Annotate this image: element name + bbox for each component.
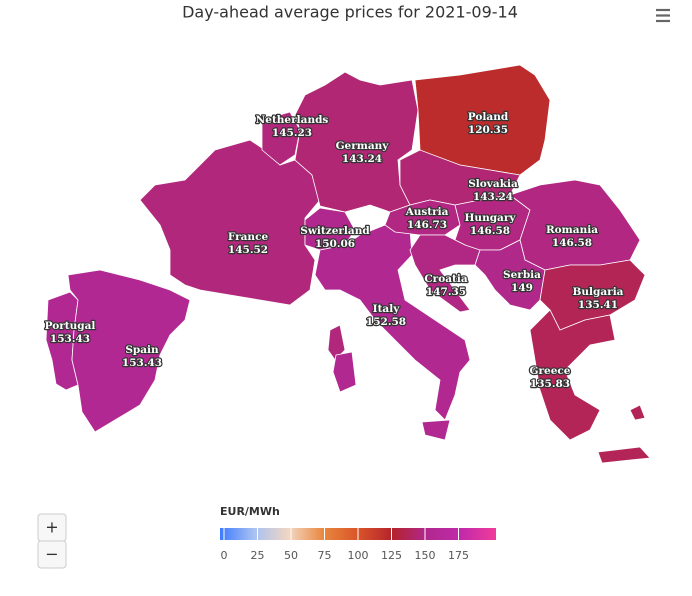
region-shape — [294, 71, 419, 213]
zoom-out-button[interactable]: − — [37, 540, 67, 569]
region-value: 146.58 — [552, 237, 592, 249]
color-tick-label: 0 — [221, 549, 228, 562]
region-shape — [474, 239, 546, 311]
color-tick-label: 175 — [448, 549, 469, 562]
region-value: 145.52 — [228, 244, 268, 256]
region-shape — [67, 269, 191, 433]
legend-title: EUR/MWh — [220, 505, 280, 518]
region-shape — [409, 234, 481, 313]
region-value: 150.06 — [315, 238, 355, 250]
region-value: 153.43 — [122, 357, 162, 369]
region-value: 153.43 — [50, 333, 90, 345]
zoom-in-button[interactable]: + — [37, 513, 67, 542]
region-shape — [384, 199, 461, 236]
region-name: Portugal — [45, 320, 96, 332]
chart-title: Day-ahead average prices for 2021-09-14 — [182, 3, 518, 22]
region-value: 147.35 — [426, 286, 466, 298]
menu-button[interactable] — [650, 4, 676, 28]
region-name: Slovakia — [468, 178, 518, 190]
region-name: Romania — [546, 224, 598, 236]
zoom-in-label: + — [45, 518, 58, 537]
region-name: Italy — [373, 303, 401, 315]
zoom-out-label: − — [45, 545, 58, 564]
region-name: Germany — [336, 140, 390, 152]
region-value: 146.73 — [407, 219, 447, 231]
region-name: Bulgaria — [573, 286, 624, 298]
region-value: 143.24 — [473, 191, 513, 203]
region-shape — [304, 207, 356, 251]
color-tick-label: 25 — [251, 549, 265, 562]
region-name: Spain — [125, 344, 159, 356]
color-tick-label: 125 — [381, 549, 402, 562]
region-shape — [261, 111, 301, 166]
region-name: Poland — [468, 111, 509, 123]
color-tick-label: 75 — [318, 549, 332, 562]
region-value: 152.58 — [366, 316, 406, 328]
region-value: 135.83 — [530, 378, 570, 390]
color-tick-label: 150 — [415, 549, 436, 562]
color-tick-label: 50 — [284, 549, 298, 562]
region-value: 135.41 — [578, 299, 618, 311]
region-name: Greece — [530, 365, 571, 377]
region-name: Switzerland — [300, 225, 370, 237]
region-value: 143.24 — [342, 153, 382, 165]
region-value: 120.35 — [468, 124, 508, 136]
region-shape — [539, 259, 646, 331]
region-name: Hungary — [465, 212, 517, 224]
region-name: Croatia — [424, 273, 468, 285]
region-value: 146.58 — [470, 225, 510, 237]
region-value: 145.23 — [272, 127, 312, 139]
region-name: Netherlands — [256, 114, 329, 126]
color-tick-label: 100 — [348, 549, 369, 562]
region-name: France — [228, 231, 269, 243]
region-shape — [529, 309, 651, 464]
region-name: Austria — [405, 206, 449, 218]
region-value: 149 — [511, 282, 533, 294]
region-name: Serbia — [503, 269, 541, 281]
